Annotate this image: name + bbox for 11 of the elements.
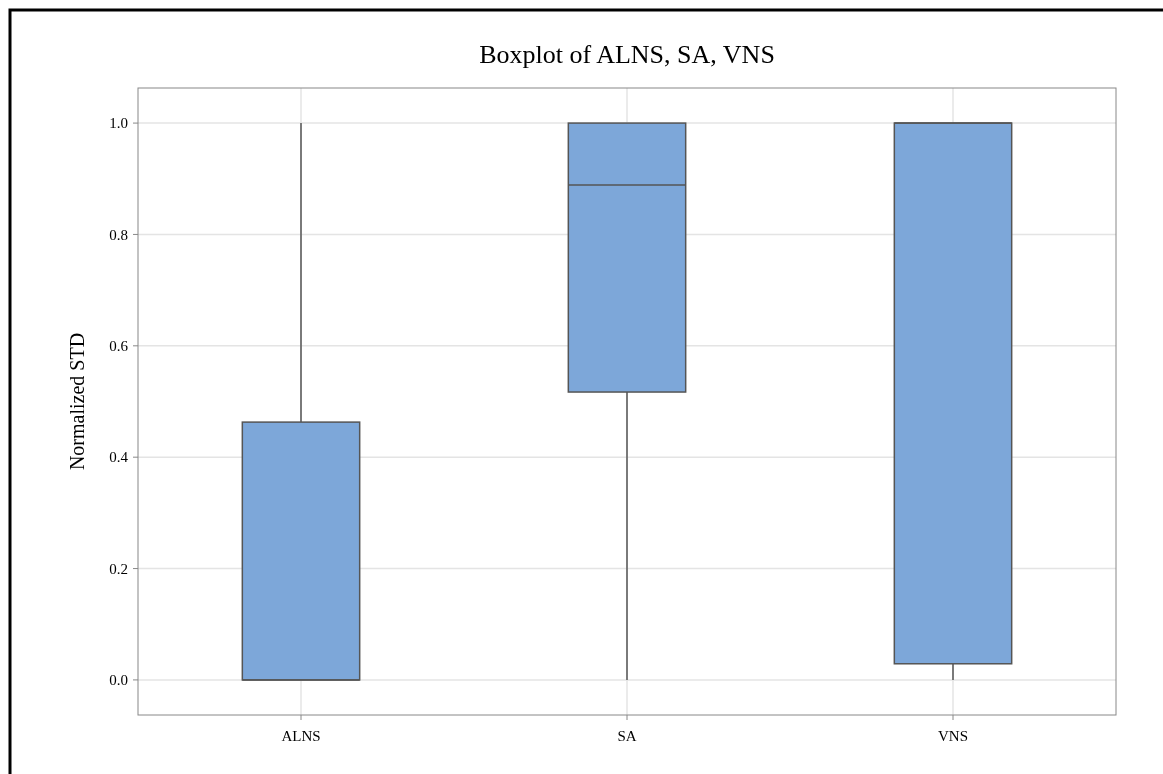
y-tick-label: 0.4 <box>109 449 129 466</box>
y-tick-label: 1.0 <box>109 115 128 132</box>
x-tick-label: VNS <box>937 728 969 744</box>
y-tick-label: 0.0 <box>109 672 128 689</box>
x-tick-label: ALNS <box>281 728 321 744</box>
y-axis-title: Normalized STD <box>66 332 88 471</box>
chart-title: Boxplot of ALNS, SA, VNS <box>479 40 775 69</box>
y-tick-label: 0.6 <box>109 338 129 355</box>
y-tick-label: 0.2 <box>109 560 128 577</box>
y-tick-label: 0.8 <box>109 226 128 243</box>
x-tick-label: SA <box>617 728 637 744</box>
